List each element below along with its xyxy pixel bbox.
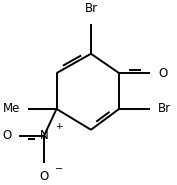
Text: Br: Br <box>84 2 98 15</box>
Text: Me: Me <box>3 102 21 115</box>
Text: O: O <box>2 129 11 142</box>
Text: Br: Br <box>158 102 171 115</box>
Text: O: O <box>39 170 49 183</box>
Text: O: O <box>158 67 167 80</box>
Text: N: N <box>40 129 48 142</box>
Text: −: − <box>55 164 63 174</box>
Text: +: + <box>55 122 62 131</box>
